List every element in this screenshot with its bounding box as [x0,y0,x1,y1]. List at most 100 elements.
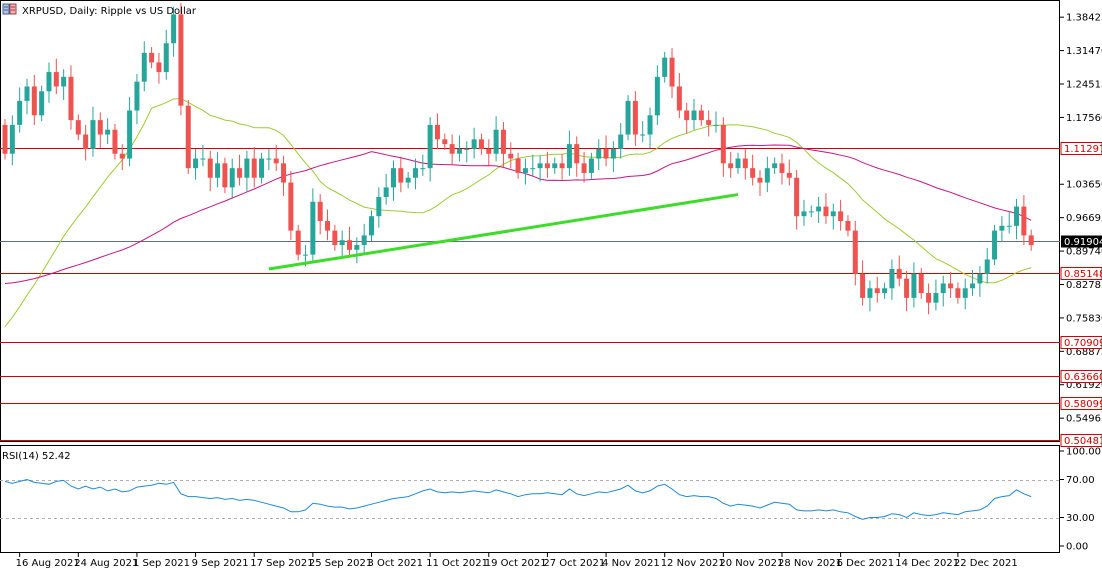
candle [310,188,316,263]
candle [632,91,638,147]
candle [141,41,147,92]
candle [2,119,8,160]
candle [552,157,558,174]
candle [83,124,89,161]
candle [808,205,814,218]
candle [654,65,660,125]
candle [522,158,528,185]
x-tick-label: 12 Nov 2021 [661,558,725,569]
candle [127,97,133,167]
candle [97,112,103,148]
candle [867,280,873,312]
rsi-y-tick-label: 100.00 [1066,447,1101,458]
level-price-tag [1060,370,1102,383]
candle [669,48,675,99]
candle [684,102,690,134]
candle [918,268,924,299]
rsi-y-tick-label: 70.00 [1066,475,1095,486]
candle [772,157,778,174]
trendline[interactable] [268,193,739,271]
rsi-title: RSI(14) 52.42 [2,451,71,462]
candle [193,148,199,180]
candle [618,122,624,159]
candle [911,262,917,308]
candle [24,78,30,115]
candle [449,134,455,166]
candle [163,29,169,80]
candle [838,199,844,231]
x-tick-label: 27 Oct 2021 [543,558,605,569]
level-price-label: 0.50481 [1064,436,1102,447]
y-tick-label: 0.96695 [1066,213,1102,224]
candle [948,271,954,298]
candle [244,150,250,192]
candle [904,270,910,312]
candle [544,151,550,178]
x-tick-label: 25 Sep 2021 [309,558,372,569]
candle [464,141,470,163]
level-price-label: 0.70909 [1064,338,1102,349]
current-price-label: 0.91904 [1064,237,1102,248]
current-price-tag [1061,235,1102,248]
candle [984,247,990,284]
candle [1006,212,1012,234]
candle [317,194,323,235]
candle [222,157,228,194]
candle [662,51,668,83]
candle [61,69,67,100]
candle [376,187,382,228]
candle [354,237,360,264]
x-tick-label: 16 Aug 2021 [16,558,80,569]
candle [750,154,756,186]
candle [39,85,45,122]
rsi-plot-area [0,478,1060,520]
candle [1028,229,1034,251]
candle [251,147,257,188]
candle [75,114,81,141]
level-price-label: 1.11297 [1064,144,1102,155]
x-tick-label: 9 Sep 2021 [192,558,249,569]
candle [603,135,609,167]
candle [515,152,521,179]
candle [273,145,279,172]
candle [640,121,646,143]
x-tick-label: 3 Oct 2021 [368,558,423,569]
candle [369,210,374,242]
x-tick-label: 6 Dec 2021 [837,558,895,569]
candle [281,155,287,197]
candle [207,150,213,192]
candle [530,154,536,176]
candle [486,139,492,166]
candle [610,141,616,172]
candle [295,224,301,261]
candle [508,142,514,169]
candle [420,154,426,176]
candle [713,111,719,133]
candle [647,107,653,148]
level-price-label: 0.63660 [1064,372,1102,383]
candle [955,282,961,304]
candle [874,276,880,303]
level-price-tag [1060,267,1102,280]
candle [456,135,462,162]
candle [779,153,785,185]
candle [112,123,118,160]
candle [596,139,602,171]
candle [288,171,294,241]
candle [119,144,125,171]
candle [882,282,888,299]
candle [962,278,968,310]
x-tick-label: 19 Oct 2021 [485,558,547,569]
candle [926,283,932,315]
candle [185,99,191,174]
candle [706,110,712,137]
candle [361,223,367,255]
candle [845,215,851,237]
candle [999,216,1005,243]
x-tick-label: 20 Nov 2021 [719,558,783,569]
rsi-y-tick-label: 0.00 [1066,542,1088,553]
candle [259,152,265,184]
